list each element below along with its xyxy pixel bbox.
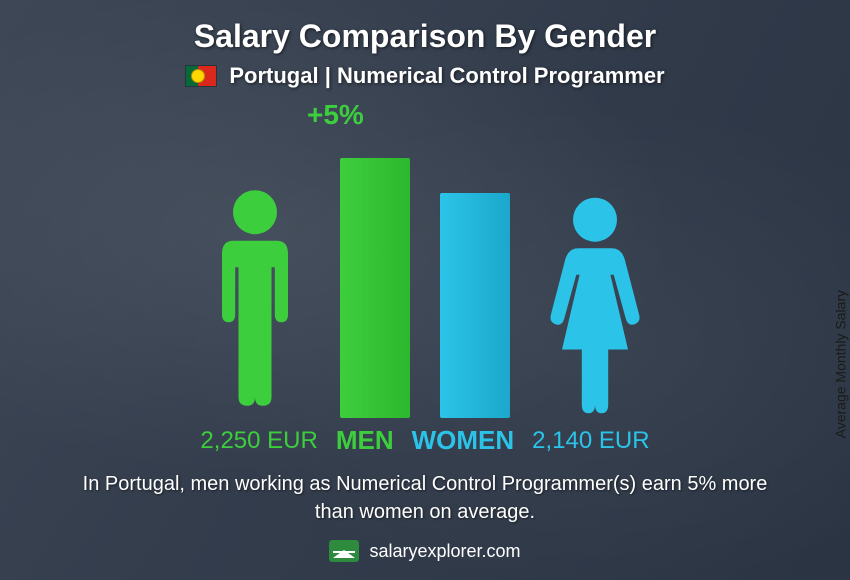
men-icon-wrap: [200, 178, 310, 418]
women-bar: [440, 193, 510, 418]
portugal-flag-icon: [185, 65, 217, 87]
main-title: Salary Comparison By Gender: [194, 18, 656, 55]
labels-row: 2,250 EUR MEN WOMEN 2,140 EUR: [200, 425, 649, 456]
men-bar: [340, 158, 410, 418]
men-salary: 2,250 EUR: [200, 427, 317, 455]
man-icon: [200, 178, 310, 418]
bars-row: [200, 158, 650, 418]
women-label: WOMEN: [412, 425, 515, 456]
salaryexplorer-logo-icon: [329, 540, 359, 562]
description-text: In Portugal, men working as Numerical Co…: [65, 470, 785, 526]
men-label: MEN: [336, 425, 394, 456]
chart-area: +5% 2,250 EUR MEN WOMEN 2,140 EU: [30, 99, 820, 470]
women-salary: 2,140 EUR: [532, 427, 649, 455]
subtitle-separator: |: [319, 63, 337, 88]
subtitle-row: Portugal | Numerical Control Programmer: [185, 63, 664, 89]
y-axis-label: Average Monthly Salary: [832, 290, 848, 438]
subtitle-text: Portugal | Numerical Control Programmer: [229, 63, 664, 89]
delta-label: +5%: [307, 99, 364, 131]
footer: salaryexplorer.com: [329, 540, 520, 562]
woman-icon: [540, 193, 650, 418]
women-icon-wrap: [540, 193, 650, 418]
location-label: Portugal: [229, 63, 318, 88]
job-title-label: Numerical Control Programmer: [337, 63, 665, 88]
footer-url: salaryexplorer.com: [369, 541, 520, 562]
